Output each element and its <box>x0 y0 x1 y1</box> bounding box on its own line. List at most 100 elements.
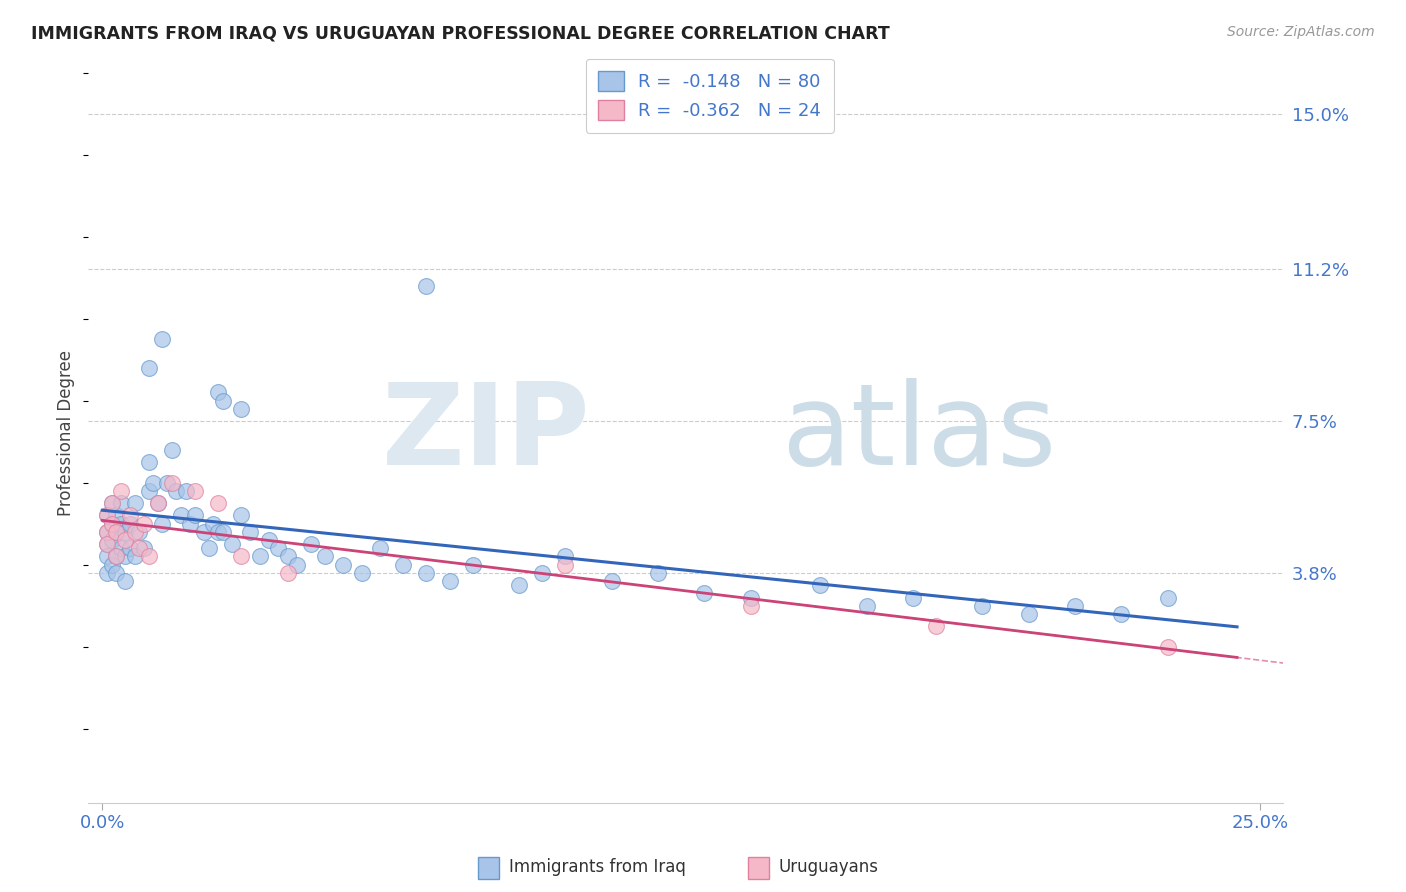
Point <box>600 574 623 588</box>
Point <box>193 524 215 539</box>
Point <box>277 549 299 564</box>
Point <box>925 619 948 633</box>
Point <box>554 558 576 572</box>
Point <box>114 533 136 547</box>
Point <box>368 541 391 556</box>
Point <box>132 516 155 531</box>
Bar <box>478 856 499 879</box>
Point <box>120 516 142 531</box>
Point <box>114 549 136 564</box>
Point <box>277 566 299 580</box>
Point <box>128 524 150 539</box>
Point <box>439 574 461 588</box>
Point <box>239 524 262 539</box>
Point <box>1064 599 1087 613</box>
Bar <box>748 856 769 879</box>
Point <box>332 558 354 572</box>
Point <box>249 549 271 564</box>
Point <box>138 483 160 498</box>
Point <box>124 524 146 539</box>
Point <box>96 508 118 523</box>
Point <box>105 524 128 539</box>
Point <box>808 578 831 592</box>
Point <box>855 599 877 613</box>
Point <box>198 541 221 556</box>
Point <box>105 566 128 580</box>
Point <box>693 586 716 600</box>
Point <box>231 508 253 523</box>
Point <box>740 599 762 613</box>
Point <box>96 537 118 551</box>
Point <box>1018 607 1040 621</box>
Point <box>1156 591 1178 605</box>
Point <box>96 537 118 551</box>
Point <box>285 558 308 572</box>
Point <box>114 524 136 539</box>
Point <box>350 566 373 580</box>
Point <box>110 496 132 510</box>
Point <box>105 524 128 539</box>
Point <box>531 566 554 580</box>
Point <box>314 549 336 564</box>
Point <box>221 537 243 551</box>
Point <box>156 475 179 490</box>
Point <box>267 541 290 556</box>
Point <box>100 558 122 572</box>
Point <box>105 549 128 564</box>
Point <box>100 516 122 531</box>
Point <box>184 508 207 523</box>
Point <box>231 549 253 564</box>
Point <box>202 516 225 531</box>
Point <box>257 533 280 547</box>
Point <box>110 483 132 498</box>
Point <box>152 516 174 531</box>
Point <box>128 541 150 556</box>
Point <box>415 566 437 580</box>
Legend: R =  -0.148   N = 80, R =  -0.362   N = 24: R = -0.148 N = 80, R = -0.362 N = 24 <box>586 59 834 133</box>
Point <box>100 496 122 510</box>
Point <box>124 496 146 510</box>
Point <box>1109 607 1132 621</box>
Point <box>96 566 118 580</box>
Point <box>901 591 924 605</box>
Point <box>174 483 197 498</box>
Point <box>160 442 183 457</box>
Point <box>100 533 122 547</box>
Point <box>165 483 187 498</box>
Point <box>554 549 576 564</box>
Text: ZIP: ZIP <box>382 378 591 489</box>
Point <box>132 541 155 556</box>
Point <box>972 599 994 613</box>
Point <box>110 541 132 556</box>
Point <box>100 496 122 510</box>
Point <box>105 549 128 564</box>
Point <box>211 524 233 539</box>
Point <box>96 524 118 539</box>
Point <box>100 516 122 531</box>
Text: Immigrants from Iraq: Immigrants from Iraq <box>509 858 686 877</box>
Point <box>231 401 253 416</box>
Text: IMMIGRANTS FROM IRAQ VS URUGUAYAN PROFESSIONAL DEGREE CORRELATION CHART: IMMIGRANTS FROM IRAQ VS URUGUAYAN PROFES… <box>31 25 890 43</box>
Point <box>138 360 160 375</box>
Y-axis label: Professional Degree: Professional Degree <box>58 351 75 516</box>
Point <box>105 508 128 523</box>
Point <box>138 549 160 564</box>
Point <box>299 537 322 551</box>
Point <box>207 496 229 510</box>
Point <box>392 558 415 572</box>
Point <box>124 549 146 564</box>
Point <box>146 496 169 510</box>
Point <box>184 483 207 498</box>
Point <box>207 385 229 400</box>
Point <box>96 508 118 523</box>
Point <box>152 332 174 346</box>
Point <box>120 541 142 556</box>
Point <box>211 393 233 408</box>
Point <box>508 578 530 592</box>
Point <box>647 566 669 580</box>
Point <box>96 524 118 539</box>
Point <box>142 475 165 490</box>
Point <box>170 508 193 523</box>
Point <box>120 508 142 523</box>
Point <box>110 516 132 531</box>
